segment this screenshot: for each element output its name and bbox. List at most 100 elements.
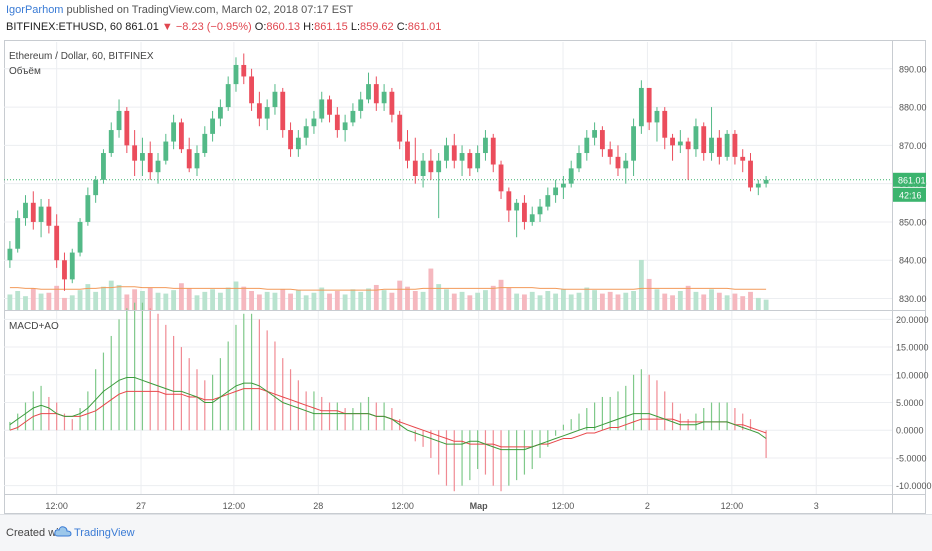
volume-bar bbox=[30, 288, 36, 310]
candle-body bbox=[631, 126, 636, 161]
candle-body bbox=[490, 137, 496, 165]
candle-body bbox=[592, 130, 598, 138]
candle-body bbox=[217, 107, 223, 119]
volume-bar bbox=[576, 292, 582, 310]
time-axis: 12:00 27 12:00 28 12:00 Мар 12:00 2 12:00 3 bbox=[45, 501, 818, 511]
candlesticks bbox=[7, 53, 769, 291]
high-value: 861.15 bbox=[314, 21, 348, 33]
candle-body bbox=[311, 118, 317, 127]
candle-body bbox=[350, 110, 356, 123]
candle-body bbox=[584, 137, 590, 154]
candle-body bbox=[459, 153, 465, 161]
candle-body bbox=[155, 160, 161, 173]
last-price-badge bbox=[893, 172, 926, 187]
macd-line bbox=[9, 377, 767, 451]
candle-body bbox=[15, 218, 21, 249]
volume-bar bbox=[140, 291, 145, 310]
candle-body bbox=[233, 64, 239, 85]
volume-bar bbox=[256, 294, 262, 310]
volume-bar bbox=[693, 291, 699, 310]
volume-bar bbox=[740, 296, 746, 310]
volume-bar bbox=[638, 259, 644, 310]
volume-bar bbox=[405, 286, 410, 310]
candle-body bbox=[163, 141, 169, 161]
candle-body bbox=[560, 183, 566, 188]
volume-bar bbox=[732, 293, 738, 310]
volume-bar bbox=[54, 285, 60, 310]
candle-body bbox=[30, 202, 36, 222]
candle-body bbox=[748, 160, 753, 188]
volume-bar bbox=[568, 294, 574, 310]
candle-body bbox=[428, 160, 434, 173]
volume-bar bbox=[560, 289, 566, 310]
volume-bar bbox=[264, 291, 270, 310]
time-tick-label: 27 bbox=[136, 501, 146, 511]
candle-body bbox=[670, 137, 675, 146]
time-tick-label: 12:00 bbox=[721, 501, 744, 511]
candle-body bbox=[662, 110, 668, 138]
volume-bar bbox=[171, 290, 177, 310]
candle-body bbox=[420, 160, 426, 176]
candle-body bbox=[46, 206, 52, 226]
volume-bar bbox=[327, 293, 332, 310]
candle-body bbox=[140, 153, 145, 161]
volume-bar bbox=[147, 287, 153, 310]
low-label: L: bbox=[350, 21, 361, 33]
tradingview-brand[interactable]: TradingView bbox=[74, 527, 135, 539]
volume-bar bbox=[599, 293, 605, 310]
volume-bar bbox=[342, 294, 348, 310]
volume-legend: Объём bbox=[9, 65, 41, 77]
last-price-badge-text: 861.01 bbox=[898, 175, 926, 185]
candle-body bbox=[249, 76, 254, 104]
main-legend-title: Ethereum / Dollar, 60, BITFINEX bbox=[9, 51, 154, 62]
volume-bar bbox=[101, 286, 106, 310]
price-tick-label: 880.00 bbox=[899, 103, 927, 113]
volume-bar bbox=[553, 293, 559, 310]
symbol-label: BITFINEX:ETHUSD, 60 bbox=[6, 21, 123, 33]
candle-body bbox=[303, 126, 309, 138]
candle-body bbox=[755, 183, 761, 188]
volume-bar bbox=[178, 283, 184, 310]
countdown-badge-text: 42:16 bbox=[899, 190, 922, 200]
candle-body bbox=[69, 252, 75, 280]
volume-bar bbox=[334, 291, 340, 310]
macd-tick-label: 15.0000 bbox=[896, 343, 929, 353]
volume-bar bbox=[366, 288, 371, 310]
candle-body bbox=[483, 137, 488, 154]
candle-body bbox=[54, 225, 60, 261]
volume-bar bbox=[7, 294, 13, 310]
volume-bar bbox=[194, 295, 200, 310]
candle-body bbox=[389, 91, 395, 115]
candle-body bbox=[412, 160, 418, 176]
volume-bar bbox=[23, 296, 28, 310]
last-price: 861.01 bbox=[125, 21, 159, 33]
candle-body bbox=[638, 87, 644, 127]
candle-body bbox=[202, 133, 208, 154]
candle-body bbox=[77, 221, 83, 253]
candle-body bbox=[451, 145, 457, 161]
volume-bar bbox=[685, 285, 691, 310]
volume-bar bbox=[490, 285, 496, 310]
volume-bar bbox=[381, 290, 387, 310]
volume-bar bbox=[210, 289, 216, 310]
chart-header: IgorParhom published on TradingView.com,… bbox=[0, 0, 932, 40]
candle-body bbox=[93, 179, 99, 196]
volume-bar bbox=[217, 292, 223, 310]
volume-bar bbox=[451, 293, 457, 310]
low-value: 859.62 bbox=[360, 21, 394, 33]
volume-bar bbox=[249, 291, 254, 310]
candle-body bbox=[288, 130, 293, 150]
time-tick-label: 12:00 bbox=[391, 501, 414, 511]
time-tick-label: Мар bbox=[470, 501, 489, 511]
volume-bar bbox=[373, 284, 379, 310]
volume-bar bbox=[62, 297, 67, 310]
published-text: published on TradingView.com, March 02, … bbox=[66, 4, 354, 16]
volume-bar bbox=[506, 287, 512, 310]
author-link[interactable]: IgorParhom bbox=[6, 4, 64, 16]
candle-body bbox=[381, 91, 387, 104]
candle-body bbox=[108, 130, 114, 154]
volume-bar bbox=[537, 295, 543, 310]
volume-bar bbox=[592, 290, 598, 310]
candle-body bbox=[62, 260, 67, 280]
